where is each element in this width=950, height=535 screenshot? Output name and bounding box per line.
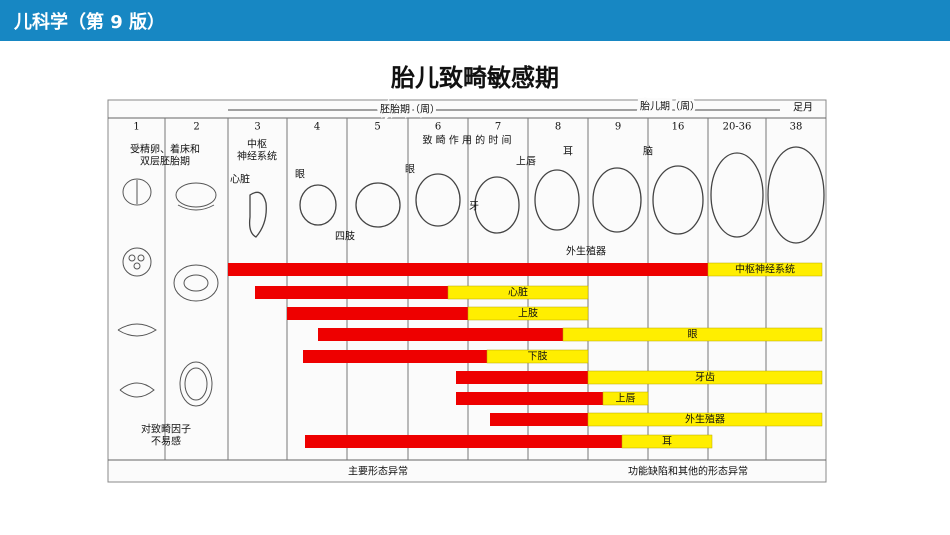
less-sensitive-period (621, 434, 713, 449)
organ-label: 四肢 (335, 230, 355, 243)
organ-label: 牙 (469, 201, 479, 213)
timing-note: 致 畸 作 用 的 时 间 (422, 134, 511, 147)
stage-note: 双层胚胎期 (140, 155, 190, 168)
week-label: 38 (790, 122, 803, 133)
stage-note: 中枢 (247, 138, 267, 151)
insensitive-note: 不易感 (151, 435, 181, 448)
sensitive-period (287, 307, 468, 320)
embryo-drawings (248, 146, 825, 244)
stage-note: 神经系统 (237, 150, 277, 163)
less-sensitive-period (587, 370, 823, 385)
organ-label: 脑 (643, 145, 653, 158)
bar-label: 下肢 (528, 350, 548, 363)
sensitive-period (456, 371, 588, 384)
organ-label: 外生殖器 (566, 245, 606, 258)
sensitive-period (490, 413, 588, 426)
sensitive-period (303, 350, 487, 363)
bar-label: 耳 (662, 436, 672, 448)
less-sensitive-period (486, 349, 589, 364)
week-label: 4 (314, 122, 320, 133)
organ-label: 上唇 (516, 156, 536, 168)
week-label: 9 (615, 122, 621, 133)
insensitive-note: 对致畸因子 (141, 423, 191, 436)
week-label: 3 (254, 122, 260, 133)
sensitive-period (305, 435, 622, 448)
early-drawings (117, 178, 219, 407)
bar-label: 外生殖器 (685, 413, 725, 426)
week-label: 6 (435, 122, 441, 133)
less-sensitive-period (467, 306, 589, 321)
less-sensitive-period (602, 391, 649, 406)
header-bar: 儿科学（第 9 版） (0, 0, 950, 41)
week-label: 1 (133, 122, 139, 133)
bar-label: 上唇 (616, 393, 636, 405)
organ-label: 眼 (405, 164, 415, 176)
bar-label: 眼 (688, 329, 698, 341)
sensitive-period (318, 328, 563, 341)
period-label: 胚胎期（周） (380, 103, 440, 116)
slide-title: 胎儿致畸敏感期 (391, 64, 559, 92)
less-sensitive-period (447, 285, 589, 300)
less-sensitive-period (562, 327, 823, 342)
sensitive-period (228, 263, 708, 276)
bar-label: 中枢神经系统 (735, 263, 795, 276)
header-title: 儿科学（第 9 版） (14, 12, 166, 33)
period-label: 足月 (793, 102, 813, 114)
week-label: 20-36 (723, 122, 752, 133)
bar-label: 上肢 (518, 307, 538, 320)
week-label: 5 (374, 122, 380, 133)
week-label: 16 (672, 122, 685, 133)
period-label: 胎儿期（周） (640, 100, 700, 113)
bottom-label: 功能缺陷和其他的形态异常 (628, 465, 748, 478)
sensitive-period (255, 286, 448, 299)
less-sensitive-period (587, 412, 823, 427)
organ-label: 耳 (563, 146, 573, 158)
stage-note: 受精卵、着床和 (130, 143, 200, 156)
less-sensitive-period (707, 262, 823, 277)
bottom-label: 主要形态异常 (348, 465, 408, 478)
bar-label: 牙齿 (695, 372, 715, 384)
week-label: 2 (193, 122, 199, 133)
organ-label: 心脏 (230, 173, 250, 186)
organ-label: 眼 (295, 169, 305, 181)
bar-label: 心脏 (508, 286, 528, 299)
sensitive-period (456, 392, 603, 405)
week-label: 8 (555, 122, 561, 133)
week-label: 7 (495, 122, 501, 133)
